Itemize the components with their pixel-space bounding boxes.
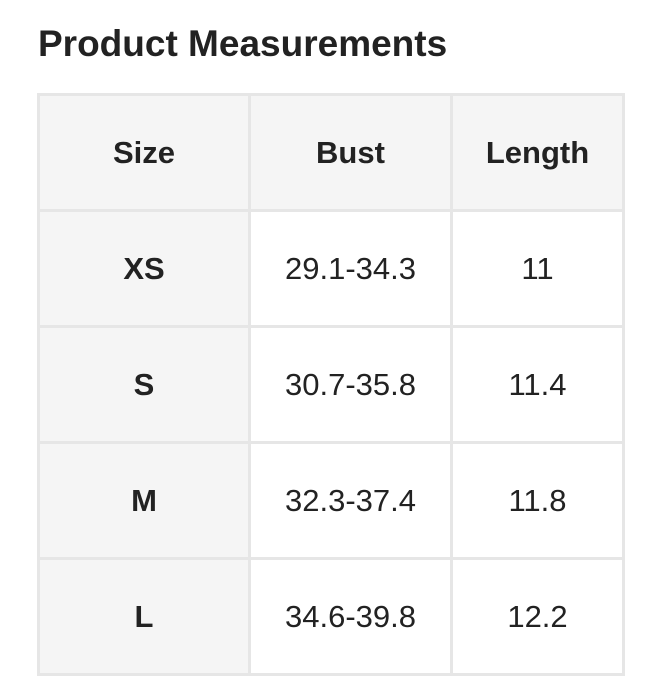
bust-cell: 32.3-37.4 bbox=[248, 441, 453, 560]
bust-cell: 29.1-34.3 bbox=[248, 209, 453, 328]
header-bust: Bust bbox=[248, 93, 453, 212]
header-size: Size bbox=[37, 93, 251, 212]
table-row: M 32.3-37.4 11.8 bbox=[37, 441, 625, 560]
size-cell: XS bbox=[37, 209, 251, 328]
length-cell: 11.4 bbox=[450, 325, 625, 444]
size-cell: S bbox=[37, 325, 251, 444]
table-row: L 34.6-39.8 12.2 bbox=[37, 557, 625, 676]
bust-cell: 30.7-35.8 bbox=[248, 325, 453, 444]
size-cell: M bbox=[37, 441, 251, 560]
bust-cell: 34.6-39.8 bbox=[248, 557, 453, 676]
size-cell: L bbox=[37, 557, 251, 676]
length-cell: 11.8 bbox=[450, 441, 625, 560]
length-cell: 12.2 bbox=[450, 557, 625, 676]
header-row: Size Bust Length bbox=[37, 93, 625, 212]
measurements-table: Size Bust Length XS 29.1-34.3 11 S 30.7-… bbox=[37, 93, 625, 676]
length-cell: 11 bbox=[450, 209, 625, 328]
page-title: Product Measurements bbox=[38, 23, 448, 64]
table-row: S 30.7-35.8 11.4 bbox=[37, 325, 625, 444]
table-row: XS 29.1-34.3 11 bbox=[37, 209, 625, 328]
header-length: Length bbox=[450, 93, 625, 212]
